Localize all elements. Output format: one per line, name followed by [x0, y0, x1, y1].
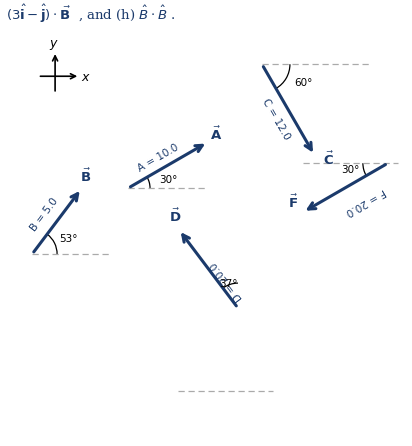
Text: 53°: 53° — [59, 235, 78, 244]
Text: 30°: 30° — [341, 165, 359, 175]
Text: $\vec{\mathbf{D}}$: $\vec{\mathbf{D}}$ — [169, 207, 181, 225]
Text: A = 10.0: A = 10.0 — [136, 143, 180, 174]
Text: $\vec{\mathbf{B}}$: $\vec{\mathbf{B}}$ — [80, 168, 91, 186]
Text: $y$: $y$ — [49, 38, 59, 52]
Text: 30°: 30° — [159, 175, 178, 186]
Text: F = 20.0: F = 20.0 — [344, 186, 387, 217]
Text: 37°: 37° — [219, 279, 237, 289]
Text: $x$: $x$ — [81, 71, 91, 84]
Text: $\vec{\mathbf{F}}$: $\vec{\mathbf{F}}$ — [288, 194, 298, 211]
Text: 60°: 60° — [294, 78, 313, 88]
Text: D = 20.0: D = 20.0 — [208, 260, 244, 302]
Text: $\vec{\mathbf{C}}$: $\vec{\mathbf{C}}$ — [323, 150, 334, 168]
Text: $(3\hat{\mathbf{i}} - \hat{\mathbf{j}})\cdot\vec{\mathbf{B}}$  , and (h) $\hat{B: $(3\hat{\mathbf{i}} - \hat{\mathbf{j}})\… — [6, 3, 176, 25]
Text: C = 12.0: C = 12.0 — [260, 97, 292, 142]
Text: $\vec{\mathbf{A}}$: $\vec{\mathbf{A}}$ — [210, 125, 222, 143]
Text: B = 5.0: B = 5.0 — [29, 196, 61, 233]
